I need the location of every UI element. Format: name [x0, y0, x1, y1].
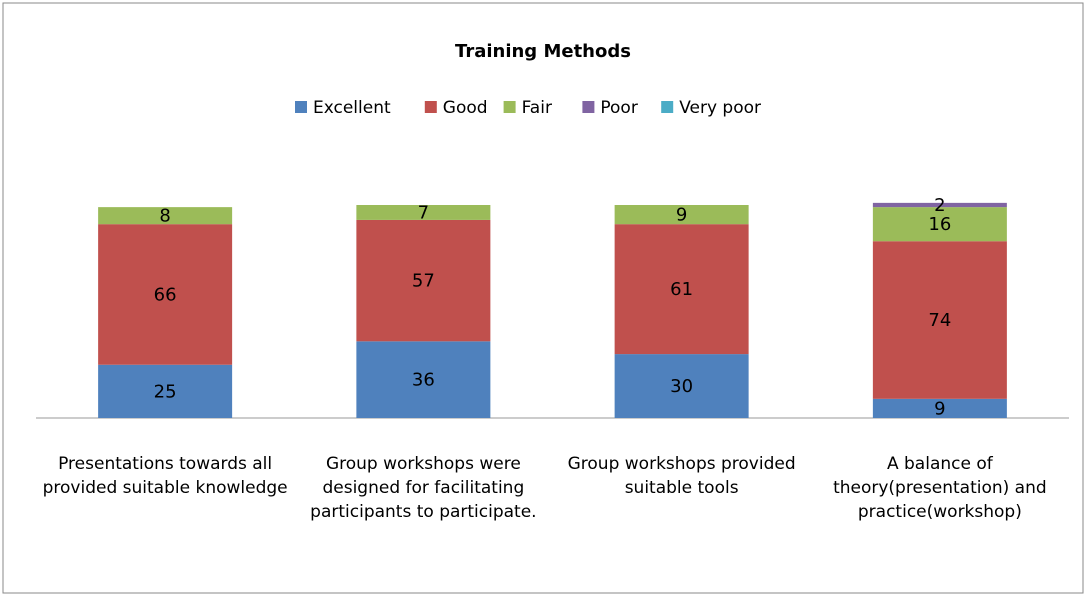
data-label: 25	[154, 381, 177, 402]
bar-segment	[98, 364, 233, 418]
bar-segment	[98, 207, 233, 225]
x-tick-label: Group workshops were designed for facili…	[310, 454, 537, 522]
legend-swatch	[295, 101, 307, 113]
bar-segment	[356, 205, 491, 220]
legend-swatch	[661, 101, 674, 113]
legend-label: Excellent	[313, 98, 391, 118]
legend-swatch	[582, 101, 595, 113]
data-label: 36	[412, 370, 435, 391]
data-label: 74	[928, 310, 951, 331]
bar-segment	[872, 398, 1007, 418]
data-label: 30	[670, 376, 693, 397]
bar-segment	[98, 224, 233, 365]
legend-swatch	[503, 101, 516, 113]
bar-segment	[614, 354, 749, 418]
legend-label: Very poor	[679, 98, 761, 118]
x-tick-label: A balance of theory(presentation) and pr…	[833, 454, 1047, 522]
chart-title: Training Methods	[455, 41, 631, 62]
bar-segment	[872, 207, 1007, 242]
data-label: 2	[934, 195, 945, 216]
x-tick-label: Presentations towards all provided suita…	[42, 454, 288, 498]
legend-label: Poor	[600, 98, 637, 118]
bar-segment	[356, 219, 491, 342]
data-label: 16	[928, 214, 951, 235]
legend-swatch	[424, 101, 437, 113]
legend-label: Fair	[522, 98, 552, 118]
data-label: 61	[670, 279, 693, 300]
data-label: 7	[418, 202, 429, 223]
data-label: 8	[159, 206, 170, 227]
bar-segment	[614, 205, 749, 225]
data-label: 9	[934, 398, 945, 419]
x-tick-label: Group workshops provided suitable tools	[567, 454, 796, 498]
data-label: 57	[412, 271, 435, 292]
data-label: 66	[154, 284, 177, 305]
bar-segment	[872, 202, 1007, 208]
bar-segment	[356, 341, 491, 418]
data-label: 9	[676, 205, 687, 226]
legend-label: Good	[443, 98, 488, 118]
bar-segment	[872, 241, 1007, 399]
bar-segment	[614, 224, 749, 355]
